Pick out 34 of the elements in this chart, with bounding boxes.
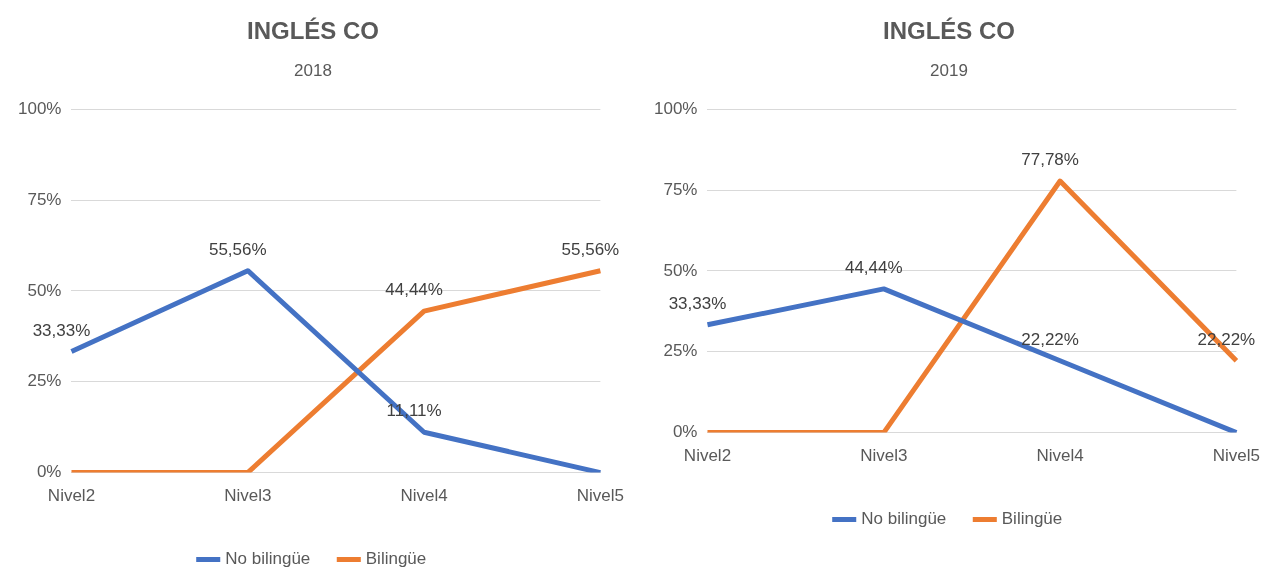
x-tick-label: Nivel4 [1036,446,1084,466]
y-tick-label: 50% [663,260,698,280]
y-tick-label: 75% [663,179,698,199]
chart-title: INGLÉS CO [246,17,380,45]
y-tick-label: 100% [18,98,62,118]
x-tick-label: Nivel3 [224,486,272,506]
data-label: 77,78% [1021,150,1079,170]
legend-label: No bilingüe [861,509,947,529]
x-tick-label: Nivel5 [576,486,625,506]
y-tick-label: 25% [27,371,62,391]
data-label: 44,44% [385,280,443,300]
y-tick-label: 75% [27,189,62,209]
data-label: 44,44% [844,258,903,278]
y-tick-label: 0% [672,422,698,442]
data-label: 55,56% [208,239,267,259]
x-tick-label: Nivel3 [860,446,908,466]
y-tick-label: 100% [654,98,698,118]
x-tick-label: Nivel5 [1212,446,1261,466]
legend-label: No bilingüe [225,549,311,569]
chart-title: INGLÉS CO [882,17,1016,45]
y-tick-label: 25% [663,341,698,361]
legend-label: Bilingüe [1001,509,1063,529]
x-tick-label: Nivel4 [400,486,448,506]
data-label: 33,33% [668,294,727,313]
y-tick-label: 0% [36,462,62,482]
chart-subtitle: 2019 [930,60,968,80]
data-label: 22,22% [1021,329,1079,349]
y-tick-label: 50% [27,280,62,300]
x-tick-label: Nivel2 [683,446,732,466]
legend-label: Bilingüe [365,549,427,569]
chart-subtitle: 2018 [294,60,332,80]
data-label: 33,33% [32,320,91,340]
x-tick-label: Nivel2 [47,486,96,506]
data-label: 55,56% [561,239,620,259]
